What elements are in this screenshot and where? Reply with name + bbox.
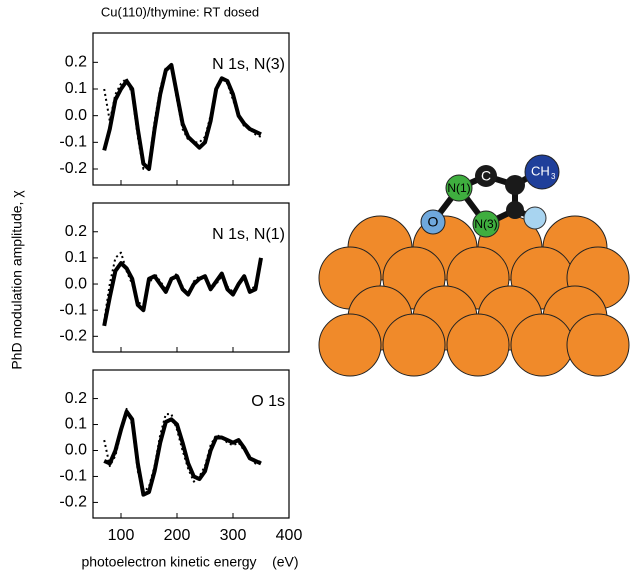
methyl-group: [524, 154, 560, 190]
carbon-atom: [506, 201, 524, 219]
thymine-molecule: C N(1) N(3) O CH 3: [420, 154, 560, 238]
plot-frame: [92, 202, 290, 353]
y-tick-label: 0.0: [65, 442, 87, 459]
hydrogen-atom: [523, 206, 547, 230]
y-tick-label: -0.2: [59, 160, 87, 177]
cu-atom: [382, 313, 446, 377]
cu-atom: [446, 313, 510, 377]
carbon-atom: [475, 165, 497, 187]
x-tick-label: 200: [164, 527, 191, 544]
theory-curve: [103, 66, 262, 170]
atom-label: N(1): [447, 181, 470, 195]
theory-curve: [103, 407, 262, 494]
chart-title: Cu(110)/thymine: RT dosed: [101, 4, 259, 19]
x-tick-label: 100: [108, 527, 135, 544]
y-tick-label: 0.1: [65, 80, 87, 97]
nitrogen-atom: [445, 174, 473, 202]
experiment-curve: [102, 63, 262, 171]
y-tick-label: -0.1: [59, 468, 87, 485]
carbon-atom: [505, 175, 525, 195]
y-tick-label: 0.2: [65, 223, 87, 240]
surface-model: C N(1) N(3) O CH 3: [318, 154, 630, 377]
y-tick-label: -0.1: [59, 134, 87, 151]
theory-curve: [103, 251, 262, 321]
atom-label: O: [428, 214, 439, 230]
y-tick-label: -0.2: [59, 328, 87, 345]
y-tick-label: -0.2: [59, 494, 87, 511]
cu-atom: [318, 313, 382, 377]
y-tick-label: 0.1: [65, 416, 87, 433]
atom-label-subscript: 3: [551, 172, 556, 181]
y-tick-label: 0.0: [65, 275, 87, 292]
y-axis-label: PhD modulation amplitude, χ: [9, 190, 25, 370]
experiment-curve: [102, 257, 263, 327]
plot-frame: [92, 32, 290, 186]
x-axis-label: photoelectron kinetic energy (eV): [81, 554, 298, 570]
cu-atom: [510, 313, 574, 377]
y-tick-label: -0.1: [59, 301, 87, 318]
nitrogen-atom: [472, 210, 500, 238]
oxygen-atom: [420, 209, 446, 235]
cu-atom: [566, 313, 630, 377]
atom-label: N(3): [474, 217, 497, 231]
y-tick-label: 0.0: [65, 107, 87, 124]
atom-label: C: [481, 168, 491, 184]
y-tick-label: 0.2: [65, 390, 87, 407]
copper-atoms: [318, 215, 630, 377]
plot-frame: [92, 369, 290, 519]
panel-label: N 1s, N(1): [212, 226, 285, 243]
x-tick-label: 400: [276, 527, 303, 544]
x-tick-label: 300: [220, 527, 247, 544]
panel-label: N 1s, N(3): [212, 56, 285, 73]
atom-label: CH: [531, 163, 550, 178]
y-tick-label: 0.1: [65, 249, 87, 266]
panel-label: O 1s: [251, 393, 285, 410]
y-tick-label: 0.2: [65, 54, 87, 71]
